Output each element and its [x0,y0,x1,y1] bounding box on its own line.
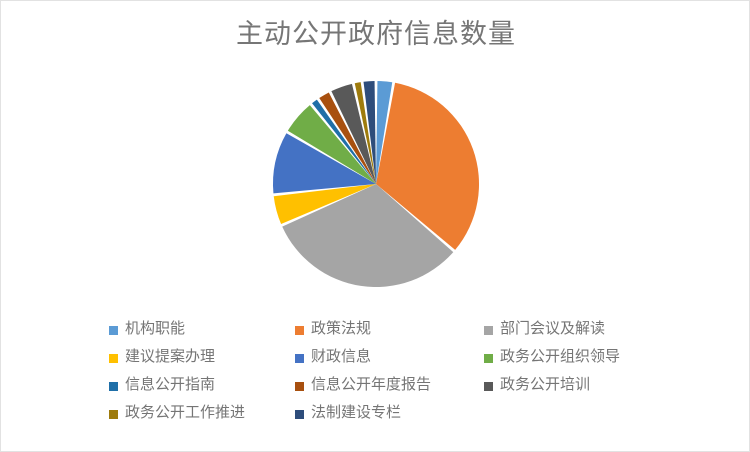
pie-slice-部门会议及解读[interactable] [282,184,454,288]
legend-row: 政务公开工作推进 法制建设专栏 [109,403,669,431]
legend-item-label: 政务公开组织领导 [500,348,621,365]
pie-slice-信息公开指南[interactable] [312,99,376,184]
legend-item-label: 机构职能 [125,320,186,337]
legend-swatch-icon [484,325,493,335]
pie-slice-建议提案办理[interactable] [273,184,376,224]
legend-item-政务公开培训[interactable]: 政务公开培训 [484,375,654,395]
pie-slice-政务公开培训[interactable] [331,83,376,184]
legend-item-label: 信息公开年度报告 [311,376,432,393]
legend-item-label: 法制建设专栏 [311,404,402,421]
legend-item-政策法规[interactable]: 政策法规 [295,319,470,339]
legend-swatch-icon [109,409,118,419]
legend-item-机构职能[interactable]: 机构职能 [109,319,281,339]
legend-item-政务公开组织领导[interactable]: 政务公开组织领导 [484,347,654,367]
legend-swatch-icon [295,325,304,335]
pie-slice-group [272,81,480,288]
legend-row: 建议提案办理 财政信息 政务公开组织领导 [109,347,669,375]
legend-item-信息公开指南[interactable]: 信息公开指南 [109,375,281,395]
pie-slice-政务公开组织领导[interactable] [287,105,376,184]
legend-item-财政信息[interactable]: 财政信息 [295,347,470,367]
legend-row: 信息公开指南 信息公开年度报告 政务公开培训 [109,375,669,403]
legend-item-label: 政务公开培训 [500,376,591,393]
chart-legend: 机构职能 政策法规 部门会议及解读 建议提案办理 财政信息 政务公开组织领导 信息公开指南信… [109,319,669,431]
legend-swatch-icon [109,325,118,335]
legend-item-部门会议及解读[interactable]: 部门会议及解读 [484,319,654,339]
pie-slice-法制建设专栏[interactable] [363,81,376,184]
legend-swatch-icon [295,381,304,391]
pie-slice-财政信息[interactable] [272,133,376,194]
legend-item-法制建设专栏[interactable]: 法制建设专栏 [295,403,470,423]
page-title: 主动公开政府信息数量 [236,19,516,49]
pie-slice-机构职能[interactable] [376,81,393,184]
legend-item-label: 建议提案办理 [125,348,216,365]
legend-item-label: 信息公开指南 [125,376,216,393]
pie-slice-政策法规[interactable] [376,82,480,250]
legend-item-label: 政务公开工作推进 [125,404,246,421]
legend-item-label: 财政信息 [311,348,372,365]
legend-swatch-icon [484,353,493,363]
legend-swatch-icon [484,381,493,391]
legend-swatch-icon [109,381,118,391]
legend-row: 机构职能 政策法规 部门会议及解读 [109,319,669,347]
pie-slice-政务公开工作推进[interactable] [354,82,376,184]
legend-swatch-icon [295,353,304,363]
legend-item-建议提案办理[interactable]: 建议提案办理 [109,347,281,367]
legend-swatch-icon [295,409,304,419]
legend-item-label: 部门会议及解读 [500,320,606,337]
legend-swatch-icon [109,353,118,363]
legend-item-信息公开年度报告[interactable]: 信息公开年度报告 [295,375,470,395]
pie-slice-信息公开年度报告[interactable] [319,92,376,184]
legend-item-label: 政策法规 [311,320,372,337]
legend-item-政务公开工作推进[interactable]: 政务公开工作推进 [109,403,281,423]
